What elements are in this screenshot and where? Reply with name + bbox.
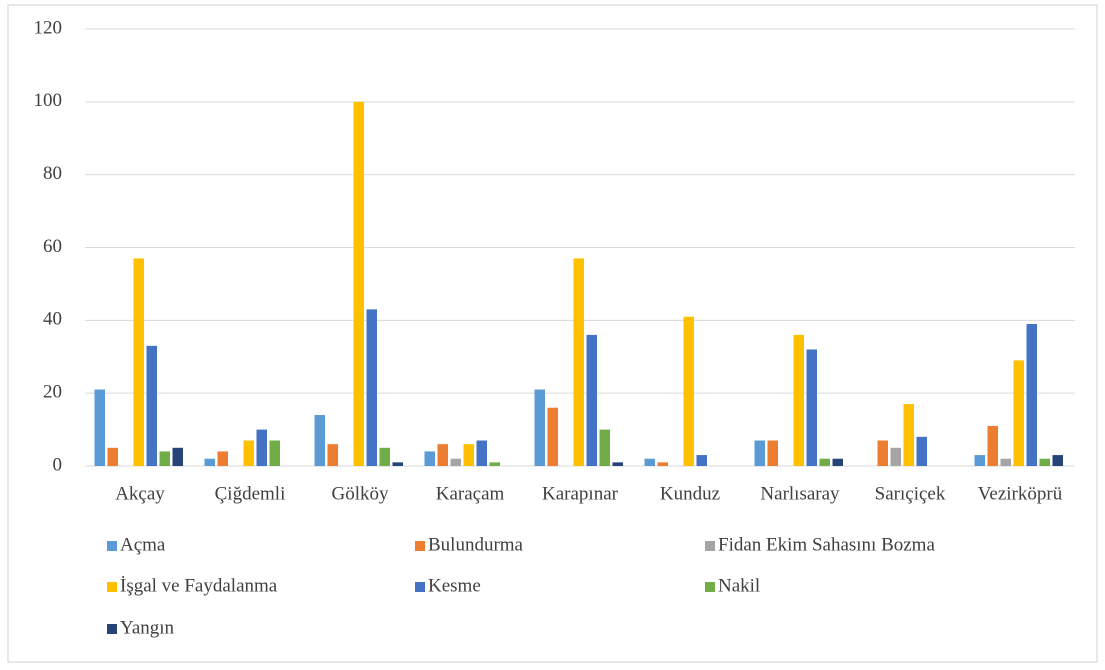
bar [269,440,280,466]
bar [806,349,817,466]
legend-label: İşgal ve Faydalanma [120,575,278,596]
bar [476,440,487,466]
bar [204,458,215,466]
bar [327,444,338,466]
legend-label: Bulundurma [428,534,524,555]
bar [793,334,804,466]
bar [314,415,325,466]
y-tick-label: 60 [43,236,62,257]
bar [547,407,558,466]
x-tick-label: Karapınar [542,483,619,504]
bar [696,455,707,466]
legend-swatch [705,582,715,592]
x-tick-label: Karaçam [436,483,505,504]
legend-label: Nakil [718,575,760,596]
bar [353,101,364,466]
bar [450,458,461,466]
bar [916,436,927,466]
bar [832,458,843,466]
bar [877,440,888,466]
bar [217,451,228,466]
bar [903,404,914,466]
x-tick-label: Narlısaray [760,483,840,504]
bar [599,429,610,466]
bar [489,462,500,466]
bar [1000,458,1011,466]
y-tick-label: 40 [43,309,62,330]
bar [243,440,254,466]
y-tick-label: 20 [43,382,62,403]
legend-swatch [107,582,117,592]
bar [94,389,105,466]
x-tick-label: Çiğdemli [215,483,286,504]
legend-label: Açma [120,534,166,555]
bar [172,447,183,466]
bar [819,458,830,466]
bar [379,447,390,466]
bar [463,444,474,466]
bar [612,462,623,466]
bar [366,309,377,466]
bar [424,451,435,466]
bar [767,440,778,466]
legend-label: Fidan Ekim Sahasını Bozma [718,534,935,555]
bar [644,458,655,466]
bar [146,345,157,466]
bar [987,425,998,466]
x-tick-label: Akçay [115,483,165,504]
x-tick-label: Sarıçiçek [875,483,946,504]
y-tick-label: 100 [34,90,63,111]
bar [107,447,118,466]
x-tick-label: Vezirköprü [978,483,1063,504]
bar [683,316,694,466]
bar [657,462,668,466]
bar [437,444,448,466]
bar [159,451,170,466]
bar [256,429,267,466]
bar [573,258,584,466]
bar [392,462,403,466]
x-tick-label: Gölköy [332,483,390,504]
legend-swatch [107,624,117,634]
y-tick-label: 120 [34,17,63,38]
bar [974,455,985,466]
bar [534,389,545,466]
bar [133,258,144,466]
y-tick-label: 80 [43,163,62,184]
y-tick-label: 0 [53,454,63,475]
bar [1052,455,1063,466]
legend-label: Yangın [120,617,175,638]
bar [754,440,765,466]
legend-swatch [415,582,425,592]
legend-swatch [705,541,715,551]
x-tick-label: Kunduz [660,483,720,504]
chart-border [7,4,1098,663]
bar [1013,360,1024,466]
legend-swatch [107,541,117,551]
bar [890,447,901,466]
bar [1039,458,1050,466]
bar [586,334,597,466]
legend-swatch [415,541,425,551]
bar [1026,323,1037,466]
legend-label: Kesme [428,575,481,596]
